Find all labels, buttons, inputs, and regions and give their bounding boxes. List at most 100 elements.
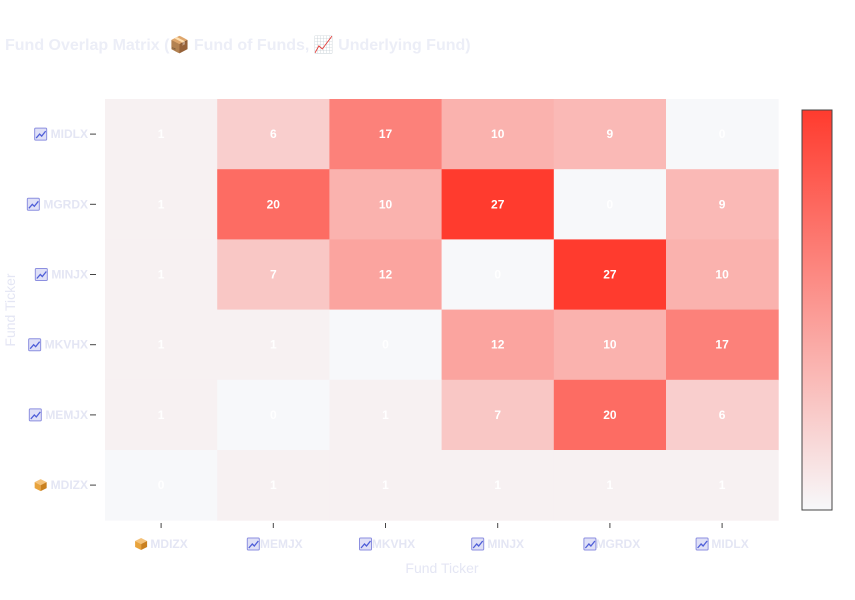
heatmap-cell: [441, 239, 555, 311]
chart-icon: [359, 537, 372, 551]
cell-value-label: 7: [494, 408, 501, 422]
cell-value-label: 27: [603, 268, 617, 282]
heatmap-cell: [329, 99, 443, 170]
y-tick-label: MGRDX: [43, 197, 88, 211]
cell-value-label: 20: [603, 408, 617, 422]
heatmap-cell: [105, 169, 218, 240]
chart-icon: [34, 268, 48, 281]
heatmap-cell: [441, 450, 555, 521]
heatmap-cell: [666, 450, 779, 521]
chart-icon: [28, 338, 42, 352]
heatmap-cell: [329, 239, 443, 311]
heatmap-cell: [553, 450, 667, 521]
cell-value-label: 10: [715, 268, 729, 282]
heatmap-cell: [329, 169, 443, 240]
x-tick-label: MDIZX: [150, 537, 187, 551]
heatmap-cell: [553, 379, 667, 451]
colorbar: [801, 109, 833, 511]
chart-title: Fund Overlap Matrix (📦 Fund of Funds, 📈 …: [5, 35, 471, 54]
cell-value-label: 1: [158, 197, 165, 211]
heatmap-cell: [553, 99, 667, 170]
colorbar-gradient: [801, 109, 833, 511]
cell-value-label: 0: [158, 478, 165, 492]
cell-value-label: 1: [382, 408, 389, 422]
chart-icon: [695, 537, 709, 551]
cell-value-label: 1: [607, 478, 614, 492]
cell-value-label: 0: [382, 338, 389, 352]
y-tick-label: MKVHX: [45, 338, 88, 352]
heatmap-cell: [105, 450, 218, 521]
y-tick-label: MEMJX: [45, 408, 88, 422]
heatmap-cell: [553, 239, 667, 311]
cell-value-label: 20: [267, 197, 281, 211]
x-tick-label: MGRDX: [596, 537, 641, 551]
cell-value-label: 0: [270, 408, 277, 422]
chart-icon: [471, 537, 485, 551]
cell-value-label: 10: [603, 338, 617, 352]
package-icon: [135, 538, 148, 550]
heatmap-cell: [441, 309, 555, 381]
x-tick-label: MIDLX: [711, 537, 748, 551]
chart-icon: [28, 408, 42, 422]
cell-value-label: 6: [270, 127, 277, 141]
cell-value-label: 17: [379, 127, 393, 141]
y-tick-label: MINJX: [51, 268, 88, 282]
heatmap-cell: [217, 169, 330, 240]
cell-value-label: 9: [719, 197, 726, 211]
chart-icon: [26, 197, 40, 211]
heatmap-cell: [329, 450, 443, 521]
heatmap-cell: [105, 379, 218, 451]
cell-value-label: 1: [158, 408, 165, 422]
chart-icon: [246, 537, 260, 551]
heatmap-cell: [105, 239, 218, 311]
cell-value-label: 7: [270, 268, 277, 282]
cell-value-label: 1: [158, 127, 165, 141]
cell-value-label: 17: [715, 338, 729, 352]
cell-value-label: 12: [379, 268, 393, 282]
heatmap-cell: [441, 169, 555, 240]
y-axis-title: Fund Ticker: [2, 273, 18, 346]
x-tick-label: MKVHX: [372, 537, 415, 551]
y-tick-label: MDIZX: [51, 478, 88, 492]
chart-icon: [34, 127, 48, 141]
cell-value-label: 0: [719, 127, 726, 141]
cell-value-label: 0: [607, 197, 614, 211]
cell-value-label: 1: [158, 268, 165, 282]
x-tick-label: MEMJX: [260, 537, 303, 551]
cell-value-label: 1: [158, 338, 165, 352]
cell-value-label: 1: [270, 338, 277, 352]
heatmap-cell: [441, 379, 555, 451]
cell-value-label: 1: [494, 478, 501, 492]
heatmap-cell: [105, 309, 218, 381]
package-icon: [34, 479, 47, 492]
heatmap-cell: [666, 169, 779, 240]
heatmap-plot-area: 1 6 17 10 9 01 20 10 27 0 91 7 12 0 27 101 1 0 12 10 171 0 1 7 2…: [105, 99, 779, 521]
heatmap-cell: [217, 239, 330, 311]
heatmap-cell: [329, 309, 443, 381]
heatmap-cell: [217, 450, 330, 521]
heatmap-cell: [666, 99, 779, 170]
heatmap-cell: [105, 99, 218, 170]
cell-value-label: 12: [491, 338, 505, 352]
cell-value-label: 10: [379, 197, 393, 211]
x-axis-title: Fund Ticker: [405, 560, 478, 576]
heatmap-cell: [666, 309, 779, 381]
y-tick-label: MIDLX: [51, 127, 88, 141]
cell-value-label: 9: [607, 127, 614, 141]
cell-value-label: 0: [494, 268, 501, 282]
x-tick-label: MINJX: [487, 537, 524, 551]
heatmap-cell: [217, 309, 330, 381]
y-axis-ticks: MIDLX MGRDX MINJX MKVHX MEMJX MDIZX: [26, 127, 96, 492]
cell-value-label: 27: [491, 197, 505, 211]
cell-value-label: 1: [719, 478, 726, 492]
cell-value-label: 6: [719, 408, 726, 422]
heatmap-cell: [329, 379, 443, 451]
heatmap-cell: [666, 239, 779, 311]
chart-icon: [583, 537, 597, 551]
x-axis-ticks: MDIZX MEMJX MKVHX MINJX MGRDX MIDLX: [135, 523, 749, 551]
cell-value-label: 1: [270, 478, 277, 492]
heatmap-cell: [666, 379, 779, 451]
cell-value-label: 1: [382, 478, 389, 492]
heatmap-cell: [217, 99, 330, 170]
